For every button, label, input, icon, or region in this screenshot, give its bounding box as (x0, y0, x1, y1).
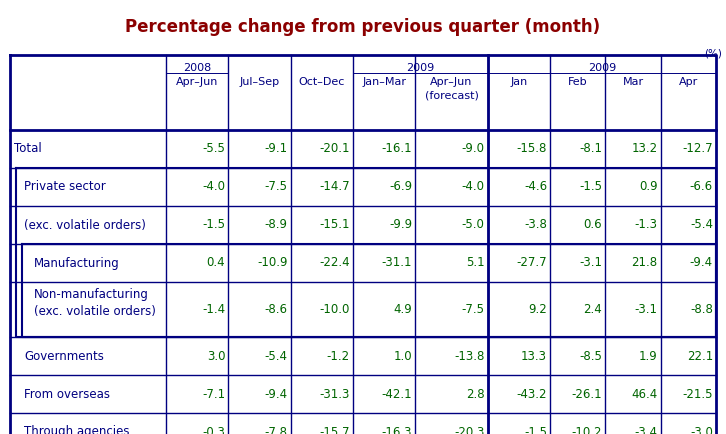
Text: -10.2: -10.2 (572, 425, 603, 434)
Text: -9.4: -9.4 (264, 388, 287, 401)
Text: -8.8: -8.8 (690, 303, 713, 316)
Text: Manufacturing: Manufacturing (34, 256, 120, 270)
Text: Mar: Mar (622, 77, 643, 87)
Text: -6.9: -6.9 (389, 181, 412, 194)
Text: 0.4: 0.4 (207, 256, 225, 270)
Text: -9.4: -9.4 (690, 256, 713, 270)
Text: -3.8: -3.8 (524, 218, 547, 231)
Text: 2.8: 2.8 (466, 388, 485, 401)
Text: 2008: 2008 (183, 63, 211, 73)
Text: -7.5: -7.5 (264, 181, 287, 194)
Text: (%): (%) (704, 48, 722, 58)
Text: -15.7: -15.7 (319, 425, 350, 434)
Text: 3.0: 3.0 (207, 349, 225, 362)
Text: 9.2: 9.2 (529, 303, 547, 316)
Text: -15.8: -15.8 (517, 142, 547, 155)
Text: Governments: Governments (24, 349, 104, 362)
Text: (forecast): (forecast) (425, 91, 478, 101)
Text: -7.5: -7.5 (462, 303, 485, 316)
Text: -42.1: -42.1 (382, 388, 412, 401)
Text: Non-manufacturing
(exc. volatile orders): Non-manufacturing (exc. volatile orders) (34, 288, 156, 318)
Text: -31.1: -31.1 (382, 256, 412, 270)
Text: -8.9: -8.9 (264, 218, 287, 231)
Text: 1.9: 1.9 (639, 349, 658, 362)
Text: Through agencies: Through agencies (24, 425, 129, 434)
Text: 4.9: 4.9 (393, 303, 412, 316)
Text: -8.5: -8.5 (579, 349, 603, 362)
Text: -7.1: -7.1 (202, 388, 225, 401)
Text: 0.6: 0.6 (584, 218, 603, 231)
Text: -16.3: -16.3 (382, 425, 412, 434)
Text: -1.2: -1.2 (327, 349, 350, 362)
Text: -3.1: -3.1 (579, 256, 603, 270)
Text: -6.6: -6.6 (690, 181, 713, 194)
Text: From overseas: From overseas (24, 388, 110, 401)
Text: Private sector: Private sector (24, 181, 106, 194)
Text: Jan: Jan (510, 77, 528, 87)
Text: -5.4: -5.4 (264, 349, 287, 362)
Text: -0.3: -0.3 (203, 425, 225, 434)
Text: 22.1: 22.1 (687, 349, 713, 362)
Text: Jul–Sep: Jul–Sep (240, 77, 280, 87)
Text: Apr–Jun: Apr–Jun (431, 77, 473, 87)
Text: -20.3: -20.3 (454, 425, 485, 434)
Text: -10.0: -10.0 (319, 303, 350, 316)
Text: Apr: Apr (679, 77, 698, 87)
Text: -21.5: -21.5 (682, 388, 713, 401)
Text: -31.3: -31.3 (319, 388, 350, 401)
Text: -13.8: -13.8 (454, 349, 485, 362)
Text: 2009: 2009 (407, 63, 434, 73)
Text: 1.0: 1.0 (393, 349, 412, 362)
Text: -14.7: -14.7 (319, 181, 350, 194)
Text: -4.0: -4.0 (203, 181, 225, 194)
Text: -5.0: -5.0 (462, 218, 485, 231)
Text: -1.5: -1.5 (203, 218, 225, 231)
Text: -27.7: -27.7 (516, 256, 547, 270)
Text: -22.4: -22.4 (319, 256, 350, 270)
Text: -15.1: -15.1 (319, 218, 350, 231)
Text: -10.9: -10.9 (257, 256, 287, 270)
Text: -8.6: -8.6 (264, 303, 287, 316)
Text: 0.9: 0.9 (639, 181, 658, 194)
Text: 21.8: 21.8 (632, 256, 658, 270)
Text: -5.4: -5.4 (690, 218, 713, 231)
Text: -16.1: -16.1 (382, 142, 412, 155)
Text: -9.0: -9.0 (462, 142, 485, 155)
Text: -26.1: -26.1 (572, 388, 603, 401)
Text: -1.3: -1.3 (635, 218, 658, 231)
Text: -5.5: -5.5 (203, 142, 225, 155)
Text: Jan–Mar: Jan–Mar (362, 77, 406, 87)
Text: 13.2: 13.2 (632, 142, 658, 155)
Text: Feb: Feb (568, 77, 587, 87)
Text: Apr–Jun: Apr–Jun (176, 77, 219, 87)
Text: Total: Total (14, 142, 42, 155)
Text: -9.9: -9.9 (389, 218, 412, 231)
Text: -20.1: -20.1 (319, 142, 350, 155)
Text: -1.5: -1.5 (579, 181, 603, 194)
Text: -4.0: -4.0 (462, 181, 485, 194)
Text: Percentage change from previous quarter (month): Percentage change from previous quarter … (126, 18, 600, 36)
Text: -7.8: -7.8 (264, 425, 287, 434)
Text: 5.1: 5.1 (466, 256, 485, 270)
Text: -1.5: -1.5 (524, 425, 547, 434)
Text: 13.3: 13.3 (521, 349, 547, 362)
Text: -1.4: -1.4 (202, 303, 225, 316)
Text: -9.1: -9.1 (264, 142, 287, 155)
Text: 46.4: 46.4 (632, 388, 658, 401)
Text: 2.4: 2.4 (584, 303, 603, 316)
Text: (exc. volatile orders): (exc. volatile orders) (24, 218, 146, 231)
Text: -43.2: -43.2 (517, 388, 547, 401)
Text: 2009: 2009 (588, 63, 616, 73)
Text: -3.0: -3.0 (690, 425, 713, 434)
Text: -4.6: -4.6 (524, 181, 547, 194)
Text: -3.4: -3.4 (635, 425, 658, 434)
Text: -12.7: -12.7 (682, 142, 713, 155)
Text: -8.1: -8.1 (579, 142, 603, 155)
Text: Oct–Dec: Oct–Dec (298, 77, 345, 87)
Text: -3.1: -3.1 (635, 303, 658, 316)
